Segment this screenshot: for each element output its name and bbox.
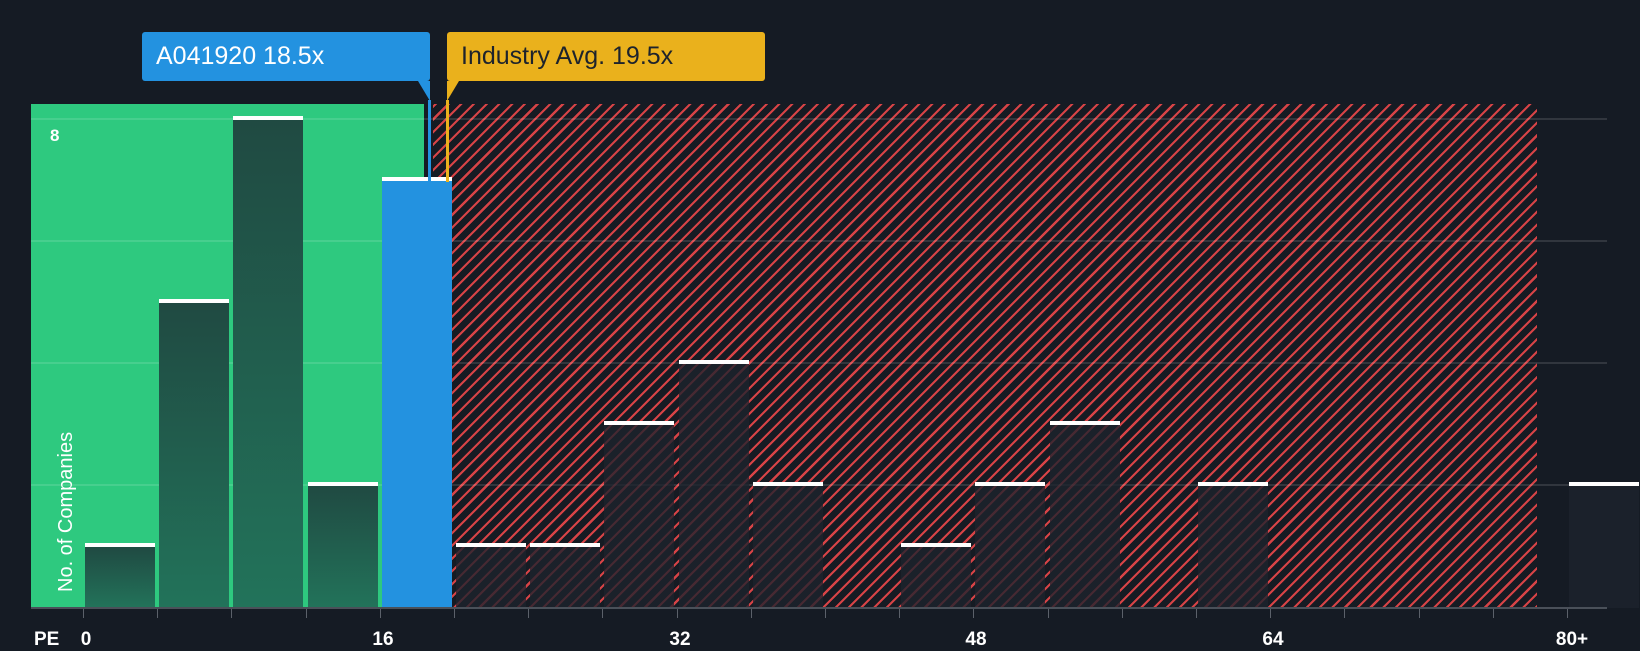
x-tick — [1567, 609, 1568, 618]
histogram-bar-20-24 — [456, 543, 526, 608]
x-tick-label-16: 16 — [372, 629, 394, 650]
x-tick — [379, 609, 381, 618]
bar-top-cap — [678, 360, 749, 364]
x-tick — [305, 609, 307, 618]
bar-top-cap — [456, 543, 526, 547]
above-average-zone — [433, 104, 1537, 608]
company-pe-callout: A041920 18.5x — [142, 32, 430, 81]
company-marker-line — [428, 100, 431, 182]
bar-top-cap — [530, 543, 601, 547]
gridline-4 — [31, 362, 1607, 364]
bar-top-cap — [1569, 482, 1639, 486]
x-tick-label-32: 32 — [669, 629, 691, 650]
x-tick — [973, 609, 975, 618]
x-tick — [157, 609, 159, 618]
x-tick — [454, 609, 455, 618]
x-tick-label-48: 48 — [965, 629, 987, 650]
histogram-bar-8-12 — [233, 116, 304, 608]
y-axis-title: No. of Companies — [55, 431, 77, 592]
bar-top-cap — [604, 421, 675, 425]
x-axis-line — [31, 607, 1607, 609]
x-tick-label-0: 0 — [80, 629, 92, 650]
x-tick — [1047, 609, 1049, 618]
bar-top-cap — [752, 482, 823, 486]
x-tick — [750, 609, 752, 618]
x-tick — [1344, 609, 1346, 618]
x-tick — [1418, 609, 1420, 618]
company-callout-pointer — [418, 81, 430, 101]
x-tick — [528, 609, 530, 618]
histogram-bar-28-32 — [604, 421, 675, 608]
x-tick — [1196, 609, 1197, 618]
histogram-bar-36-40 — [752, 482, 823, 608]
x-tick-label-64: 64 — [1262, 629, 1284, 650]
bar-top-cap — [307, 482, 378, 486]
x-tick — [899, 609, 901, 618]
x-tick — [1270, 609, 1272, 618]
histogram-bar-80+ — [1569, 482, 1639, 608]
histogram-bar-52-56 — [1049, 421, 1120, 608]
bar-top-cap — [159, 299, 230, 303]
x-tick — [676, 609, 678, 618]
industry-avg-callout: Industry Avg. 19.5x — [447, 32, 765, 81]
industry-callout-pointer — [447, 81, 459, 101]
x-tick — [83, 609, 84, 618]
x-tick-label-80: 80+ — [1555, 629, 1589, 650]
histogram-bar-60-64 — [1198, 482, 1268, 608]
bar-top-cap — [901, 543, 972, 547]
x-tick — [602, 609, 604, 618]
x-tick — [1121, 609, 1123, 618]
histogram-bar-32-36 — [678, 360, 749, 608]
gridline-8 — [31, 118, 1607, 120]
industry-marker-line — [446, 100, 449, 182]
histogram-bar-12-16 — [307, 482, 378, 608]
y-tick-label-8: 8 — [50, 126, 60, 145]
bar-top-cap — [85, 543, 155, 547]
x-tick — [1492, 609, 1494, 618]
bar-top-cap — [1198, 482, 1268, 486]
histogram-bar-4-8 — [159, 299, 230, 608]
bar-top-cap — [381, 177, 452, 181]
plot-area — [31, 104, 1639, 608]
gridline-6 — [31, 240, 1607, 242]
x-axis-title: PE — [34, 629, 60, 650]
histogram-bar-44-48 — [901, 543, 972, 608]
histogram-bar-16-20 — [381, 177, 452, 608]
bar-top-cap — [975, 482, 1046, 486]
histogram-bar-48-52 — [975, 482, 1046, 608]
x-tick — [825, 609, 826, 618]
bar-top-cap — [1049, 421, 1120, 425]
histogram-bar-0-4 — [85, 543, 155, 608]
histogram-bar-24-28 — [530, 543, 601, 608]
x-tick — [231, 609, 233, 618]
bar-top-cap — [233, 116, 304, 120]
